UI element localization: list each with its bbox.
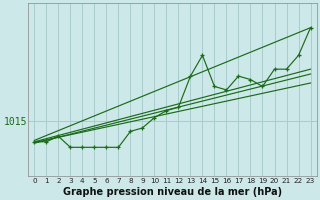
X-axis label: Graphe pression niveau de la mer (hPa): Graphe pression niveau de la mer (hPa)	[63, 187, 282, 197]
